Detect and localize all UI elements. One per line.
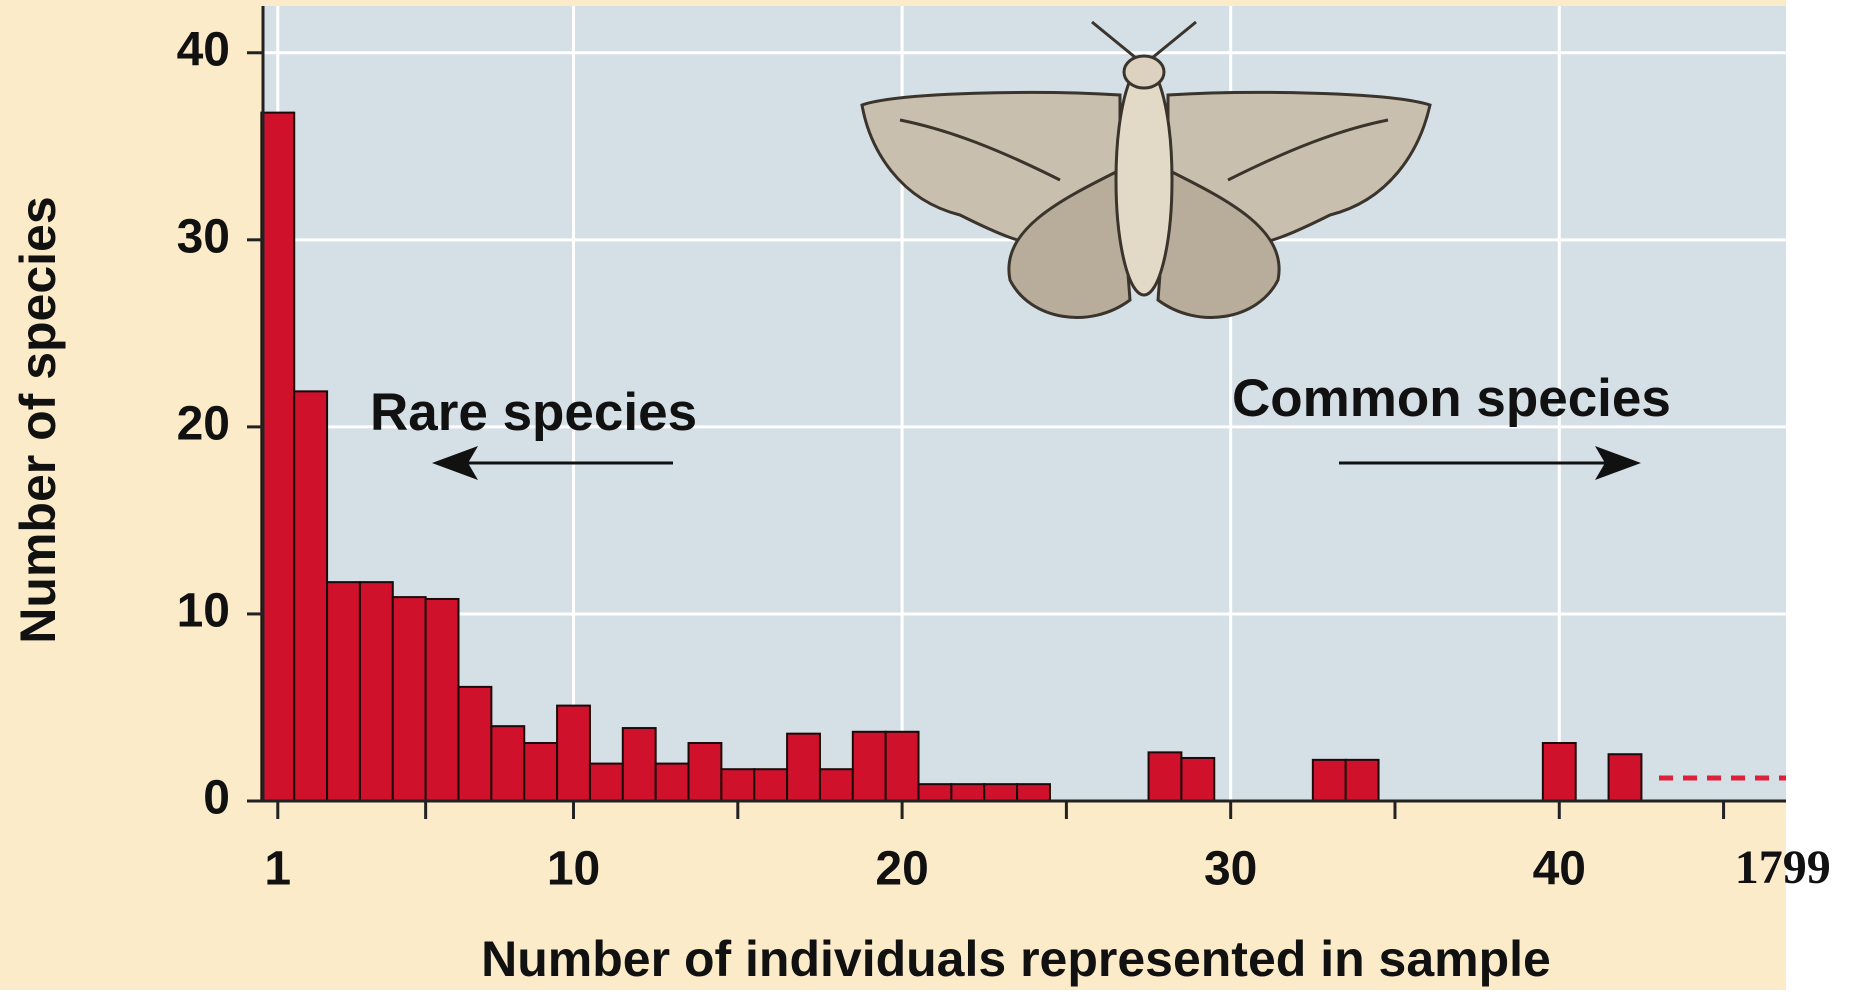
x-tick-label: 1 — [264, 843, 291, 896]
bar — [327, 582, 360, 801]
bar — [886, 732, 919, 801]
bar — [919, 784, 952, 801]
bar — [294, 391, 327, 801]
x-tick-label: 30 — [1204, 843, 1257, 896]
x-axis-title: Number of individuals represented in sam… — [481, 931, 1551, 987]
bar — [721, 769, 754, 801]
bar — [524, 743, 557, 801]
bar — [491, 726, 524, 801]
y-axis-title: Number of species — [10, 196, 66, 643]
chart: Rare species Common species Number of sp… — [0, 0, 1853, 999]
bar — [426, 599, 459, 801]
x-tick-label: 20 — [875, 843, 928, 896]
bar — [1543, 743, 1576, 801]
bar — [590, 764, 623, 801]
y-tick-label: 0 — [203, 772, 230, 825]
x-tick-label: 40 — [1533, 843, 1586, 896]
x-tick-label: 1799 — [1735, 841, 1831, 894]
bar — [1181, 758, 1214, 801]
bar — [820, 769, 853, 801]
bar — [984, 784, 1017, 801]
bar — [393, 597, 426, 801]
bar — [689, 743, 722, 801]
bar — [1346, 760, 1379, 801]
y-tick-label: 10 — [177, 585, 230, 638]
x-tick-label: 10 — [547, 843, 600, 896]
bar — [787, 734, 820, 801]
bar — [459, 687, 492, 801]
bar — [360, 582, 393, 801]
bar — [1149, 752, 1182, 801]
bar — [656, 764, 689, 801]
bar — [557, 706, 590, 801]
bar — [1313, 760, 1346, 801]
bar — [951, 784, 984, 801]
y-tick-label: 20 — [177, 398, 230, 451]
y-tick-label: 30 — [177, 210, 230, 263]
bar — [261, 113, 294, 801]
y-tick-label: 40 — [177, 23, 230, 76]
bar — [754, 769, 787, 801]
bar — [853, 732, 886, 801]
bar — [1017, 784, 1050, 801]
bar — [623, 728, 656, 801]
bar — [1609, 754, 1642, 801]
annotation: Common species — [1232, 369, 1671, 428]
annotation: Rare species — [370, 383, 697, 442]
